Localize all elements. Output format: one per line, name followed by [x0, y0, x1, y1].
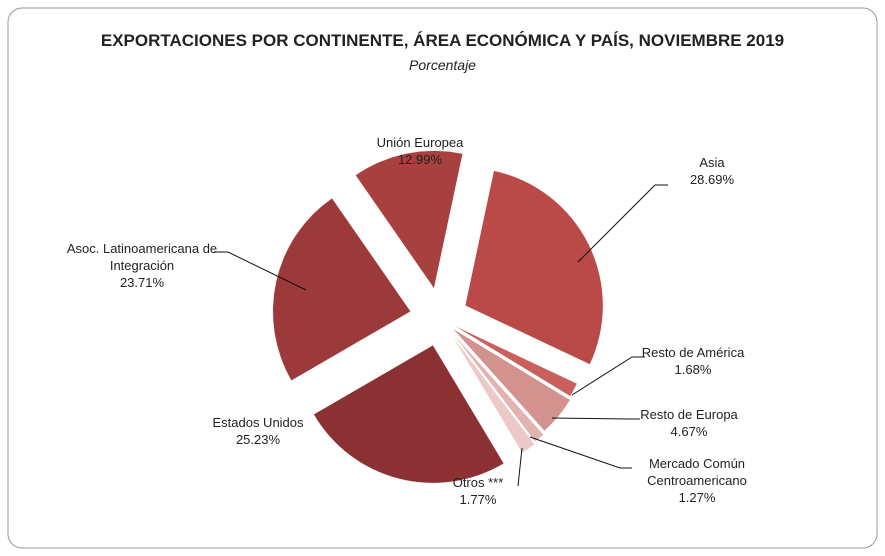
slice-value: 4.67% [670, 424, 708, 439]
slice-name: Resto de Europa [640, 407, 738, 422]
slice-label: Resto de América 1.68% [642, 344, 745, 378]
slice-label: Unión Europea 12.99% [377, 134, 464, 168]
leader-line [577, 184, 668, 263]
pie-slice [272, 197, 412, 382]
slice-value: 1.27% [678, 490, 716, 505]
pie-slice [451, 334, 536, 454]
frame [7, 7, 878, 549]
slice-value: 28.69% [689, 172, 735, 187]
chart-subtitle: Porcentaje [409, 57, 476, 73]
slice-value: 12.99% [397, 152, 443, 167]
leader-line [571, 356, 645, 396]
pie-slice [452, 328, 571, 432]
slice-label: Otros *** 1.77% [453, 474, 504, 508]
chart-title: EXPORTACIONES POR CONTINENTE, ÁREA ECONÓ… [100, 31, 785, 50]
leader-line [551, 417, 640, 420]
slice-name: Otros *** [452, 475, 504, 490]
pie-slice [355, 150, 464, 290]
slice-label: Mercado Común Centroamericano 1.27% [635, 455, 760, 506]
slice-name: Unión Europea [376, 135, 464, 150]
leader-line [529, 436, 632, 469]
slice-name: Resto de América [641, 345, 745, 360]
leader-line [517, 447, 523, 487]
slice-label: Asoc. Latinoamericana de Integración 23.7… [62, 240, 222, 291]
pie-slice [452, 324, 578, 397]
slice-value: 1.68% [674, 362, 712, 377]
leader-line [214, 251, 307, 291]
slice-name: Mercado Común Centroamericano [647, 456, 747, 488]
pie-slice [451, 331, 544, 443]
pie-slice [313, 344, 505, 484]
slice-label: Asia 28.69% [690, 154, 734, 188]
slice-label: Estados Unidos 25.23% [212, 414, 303, 448]
slice-name: Asoc. Latinoamericana de Integración [66, 241, 218, 273]
slice-value: 1.77% [459, 492, 497, 507]
slice-name: Asia [699, 155, 725, 170]
pie-slice [464, 170, 604, 365]
slice-label: Resto de Europa 4.67% [640, 406, 738, 440]
slice-value: 25.23% [235, 432, 281, 447]
slice-value: 23.71% [119, 275, 165, 290]
slice-name: Estados Unidos [212, 415, 304, 430]
